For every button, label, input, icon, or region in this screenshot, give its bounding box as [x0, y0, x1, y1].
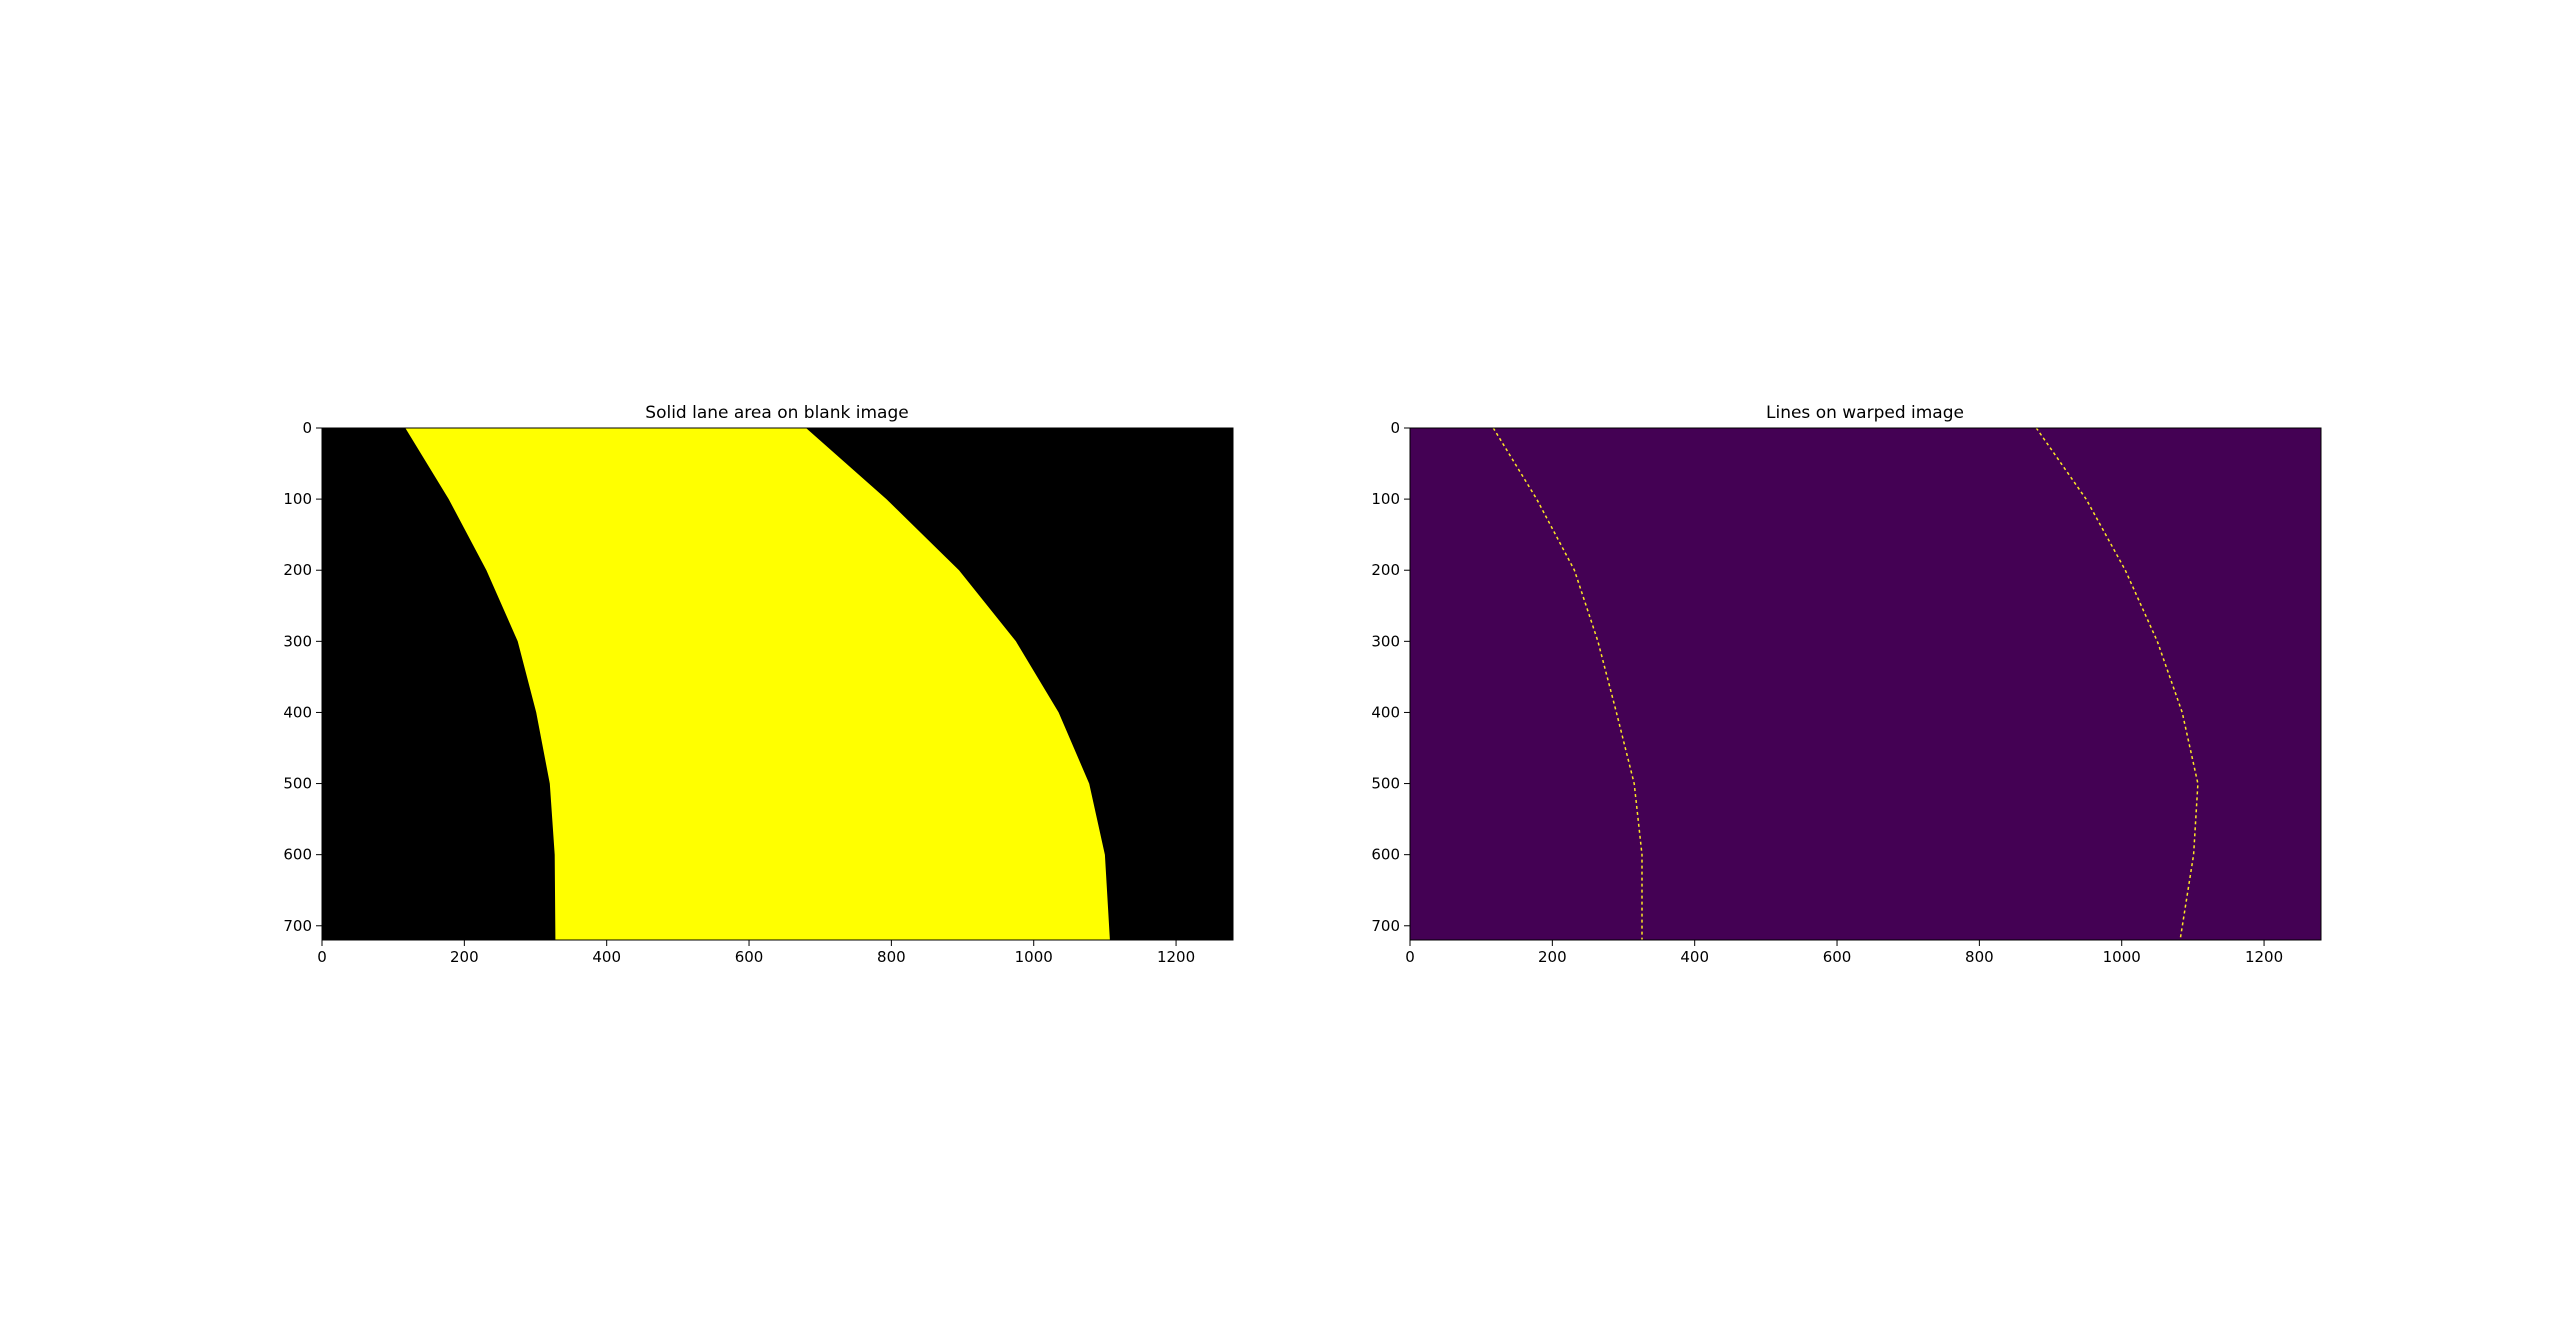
warped-lines-x-tick-label: 800 [1965, 948, 1994, 966]
warped-lines-x-tick-label: 200 [1538, 948, 1567, 966]
lane-area-y-tick-label: 700 [283, 917, 312, 935]
lane-area-panel: Solid lane area on blank image 0 200 400 60… [283, 403, 1234, 966]
warped-lines-y-axis: 0 100 200 300 400 500 600 700 [1371, 419, 1410, 935]
lane-area-x-axis: 0 200 400 600 800 1000 1200 [317, 940, 1195, 966]
lane-area-x-tick-label: 600 [735, 948, 764, 966]
warped-lines-x-axis: 0 200 400 600 800 1000 1200 [1405, 940, 2283, 966]
lane-line-left [1492, 427, 1643, 940]
warped-lines-x-tick-label: 400 [1680, 948, 1709, 966]
lane-area-x-tick-label: 0 [317, 948, 327, 966]
warped-lines-y-tick-label: 0 [1390, 419, 1400, 437]
lane-area-y-axis: 0 100 200 300 400 500 600 700 [283, 419, 322, 935]
lane-area-x-tick-label: 1200 [1157, 948, 1195, 966]
lane-area-polygon [405, 428, 1110, 940]
lane-area-y-tick-label: 300 [283, 632, 312, 650]
warped-lines-y-tick-label: 500 [1371, 775, 1400, 793]
warped-lines-y-tick-label: 300 [1371, 632, 1400, 650]
lane-area-x-tick-label: 800 [877, 948, 906, 966]
warped-lines-x-tick-label: 0 [1405, 948, 1415, 966]
warped-lines-y-tick-label: 200 [1371, 561, 1400, 579]
lane-area-frame [321, 427, 1234, 941]
lane-area-y-tick-label: 200 [283, 561, 312, 579]
warped-lines-y-tick-label: 700 [1371, 917, 1400, 935]
warped-lines-plot [1492, 427, 2199, 941]
warped-lines-image-background [1410, 428, 2321, 940]
warped-lines-y-tick-label: 100 [1371, 490, 1400, 508]
lane-area-y-tick-label: 100 [283, 490, 312, 508]
warped-lines-x-tick-label: 1200 [2245, 948, 2283, 966]
lane-line-right [2035, 427, 2199, 941]
lane-area-plot [405, 428, 1110, 940]
lane-area-x-tick-label: 400 [592, 948, 621, 966]
warped-lines-panel: Lines on warped image 0 200 400 600 800 1000 1… [1371, 403, 2322, 966]
warped-lines-y-tick-label: 400 [1371, 703, 1400, 721]
lane-area-x-tick-label: 200 [450, 948, 479, 966]
warped-lines-x-tick-label: 600 [1823, 948, 1852, 966]
lane-area-y-tick-label: 400 [283, 703, 312, 721]
lane-area-y-tick-label: 500 [283, 775, 312, 793]
lane-area-y-tick-label: 600 [283, 846, 312, 864]
warped-lines-title: Lines on warped image [1766, 403, 1964, 423]
lane-area-x-tick-label: 1000 [1015, 948, 1053, 966]
warped-lines-frame [1409, 427, 2322, 941]
lane-area-title: Solid lane area on blank image [645, 403, 908, 423]
lane-area-y-tick-label: 0 [302, 419, 312, 437]
warped-lines-y-tick-label: 600 [1371, 846, 1400, 864]
warped-lines-x-tick-label: 1000 [2103, 948, 2141, 966]
